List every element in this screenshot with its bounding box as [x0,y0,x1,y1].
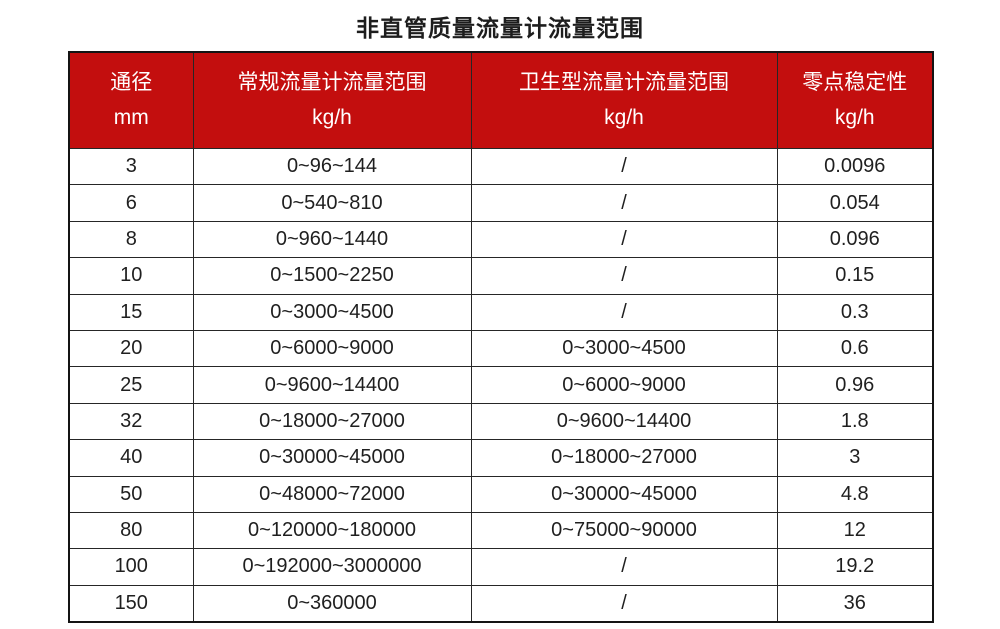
header-label: 零点稳定性 [802,70,908,94]
table-cell-sanitary-range: 0~18000~27000 [470,439,778,477]
table-cell-diameter: 6 [68,184,194,222]
table-cell-diameter: 40 [68,439,194,477]
table-cell-diameter: 32 [68,402,194,441]
table-cell-zero-stability: 0.3 [776,293,934,331]
flow-range-table: 通径 mm 常规流量计流量范围 kg/h 卫生型流量计流量范围 kg/h 零点稳定性 kg/h… [68,51,934,624]
table-cell-sanitary-range: 0~9600~14400 [470,402,778,441]
table-cell-zero-stability: 3 [776,439,934,477]
table-cell-regular-range: 0~120000~180000 [192,511,472,550]
table-cell-zero-stability: 0.6 [776,329,934,368]
table-cell-sanitary-range: / [470,147,778,186]
table-cell-regular-range: 0~96~144 [192,147,472,186]
table-cell-sanitary-range: 0~6000~9000 [470,366,778,404]
header-cell-diameter: 通径 mm [68,51,194,149]
table-cell-sanitary-range: / [470,257,778,295]
table-cell-diameter: 50 [68,475,194,513]
table-cell-sanitary-range: / [470,220,778,259]
table-cell-zero-stability: 12 [776,511,934,550]
table-row: 25 0~9600~14400 0~6000~9000 0.96 [68,366,934,404]
table-row: 3 0~96~144/0.0096 [68,147,934,186]
table-cell-regular-range: 0~3000~4500 [192,293,472,331]
header-unit: kg/h [834,105,875,129]
table-cell-sanitary-range: / [470,548,778,586]
header-cell-regular-range: 常规流量计流量范围 kg/h [192,51,472,149]
header-unit: kg/h [604,105,644,129]
table-body: 3 0~96~144/0.0096 6 0~540~810/0.054 8 0~960~1… [68,147,934,623]
table-cell-regular-range: 0~9600~14400 [192,366,472,404]
table-cell-zero-stability: 0.96 [776,366,934,404]
table-cell-sanitary-range: 0~3000~4500 [470,329,778,368]
table-cell-diameter: 15 [68,293,194,331]
header-unit: mm [113,105,149,129]
table-cell-zero-stability: 0.054 [776,184,934,222]
header-row: 通径 mm 常规流量计流量范围 kg/h 卫生型流量计流量范围 kg/h 零点稳定性 kg/h [68,51,934,149]
table-cell-sanitary-range: 0~30000~45000 [470,475,778,513]
table-cell-regular-range: 0~360000 [192,584,472,623]
table-cell-regular-range: 0~6000~9000 [192,329,472,368]
table-row: 8 0~960~1440/0.096 [68,220,934,259]
table-cell-sanitary-range: / [470,184,778,222]
table-row: 40 0~30000~45000 0~18000~27000 3 [68,439,934,477]
table-row: 150 0~360000/36 [68,584,934,623]
table-cell-regular-range: 0~960~1440 [192,220,472,259]
table-head: 通径 mm 常规流量计流量范围 kg/h 卫生型流量计流量范围 kg/h 零点稳定性 kg/h [68,51,934,149]
table-cell-regular-range: 0~540~810 [192,184,472,222]
table-cell-zero-stability: 0.15 [776,257,934,295]
table-cell-zero-stability: 0.0096 [776,147,934,186]
page-title: 非直管质量流量计流量范围 [356,15,644,41]
table-cell-sanitary-range: 0~75000~90000 [470,511,778,550]
table-row: 10 0~1500~2250/0.15 [68,257,934,295]
table-cell-zero-stability: 4.8 [776,475,934,513]
table-row: 32 0~18000~27000 0~9600~14400 1.8 [68,402,934,441]
table-cell-zero-stability: 19.2 [776,548,934,586]
table-cell-diameter: 100 [68,548,194,586]
table-cell-sanitary-range: / [470,584,778,623]
table-row: 100 0~192000~3000000/19.2 [68,548,934,586]
table-cell-diameter: 20 [68,329,194,368]
table-row: 80 0~120000~180000 0~75000~90000 12 [68,511,934,550]
table-cell-zero-stability: 36 [776,584,934,623]
table-cell-zero-stability: 0.096 [776,220,934,259]
table-cell-diameter: 80 [68,511,194,550]
table-cell-regular-range: 0~48000~72000 [192,475,472,513]
table-row: 20 0~6000~9000 0~3000~4500 0.6 [68,329,934,368]
header-unit: kg/h [312,105,352,129]
header-label: 通径 [110,70,153,94]
table-row: 50 0~48000~72000 0~30000~45000 4.8 [68,475,934,513]
header-label: 卫生型流量计流量范围 [519,70,729,94]
table-cell-regular-range: 0~1500~2250 [192,257,472,295]
table-cell-diameter: 8 [68,220,194,259]
table-cell-diameter: 25 [68,366,194,404]
table-cell-diameter: 150 [68,584,194,623]
table-cell-zero-stability: 1.8 [776,402,934,441]
table-cell-regular-range: 0~30000~45000 [192,439,472,477]
header-label: 常规流量计流量范围 [237,70,427,94]
table-cell-regular-range: 0~192000~3000000 [192,548,472,586]
header-cell-sanitary-range: 卫生型流量计流量范围 kg/h [470,51,778,149]
table-cell-diameter: 3 [68,147,194,186]
table-row: 6 0~540~810/0.054 [68,184,934,222]
table-row: 15 0~3000~4500/0.3 [68,293,934,331]
table-cell-diameter: 10 [68,257,194,295]
table-cell-sanitary-range: / [470,293,778,331]
header-cell-zero-stability: 零点稳定性 kg/h [776,51,934,149]
table-cell-regular-range: 0~18000~27000 [192,402,472,441]
